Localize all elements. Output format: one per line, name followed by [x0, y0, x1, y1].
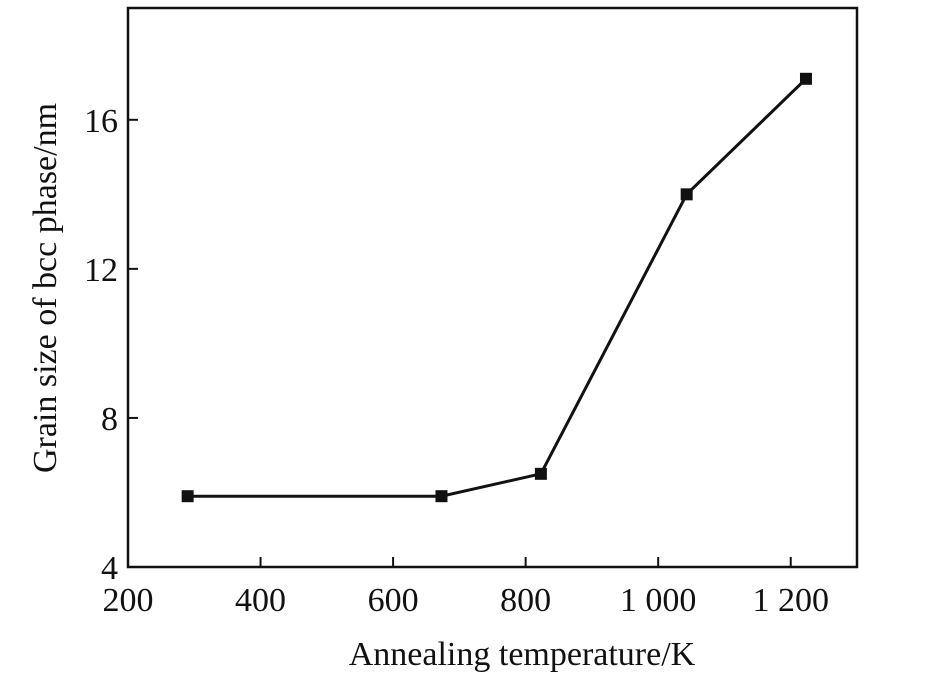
data-point-marker	[680, 188, 693, 201]
data-point-marker	[435, 490, 448, 503]
plot-area-frame	[126, 6, 859, 569]
x-tick-label: 200	[103, 582, 154, 619]
data-point-marker	[799, 72, 812, 85]
x-tick-label: 800	[500, 582, 551, 619]
data-point-marker	[181, 490, 194, 503]
x-tick-label: 1 000	[620, 582, 697, 619]
y-tick-label: 12	[84, 252, 118, 289]
x-axis-label: Annealing temperature/K	[349, 636, 696, 673]
x-tick-label: 1 200	[752, 582, 829, 619]
series-layer	[181, 72, 812, 503]
data-point-marker	[534, 467, 547, 480]
y-axis-ticks: 4 8 12 16	[84, 103, 138, 587]
y-tick-label: 8	[101, 401, 118, 438]
series-line	[187, 77, 808, 498]
x-tick-label: 400	[235, 582, 286, 619]
x-axis-ticks: 200 400 600 800 1 000 1 200	[103, 557, 829, 619]
y-tick-label: 16	[84, 103, 118, 140]
y-tick-label: 4	[101, 550, 118, 587]
y-axis-label: Grain size of bcc phase/nm	[27, 103, 64, 473]
x-tick-label: 600	[368, 582, 419, 619]
